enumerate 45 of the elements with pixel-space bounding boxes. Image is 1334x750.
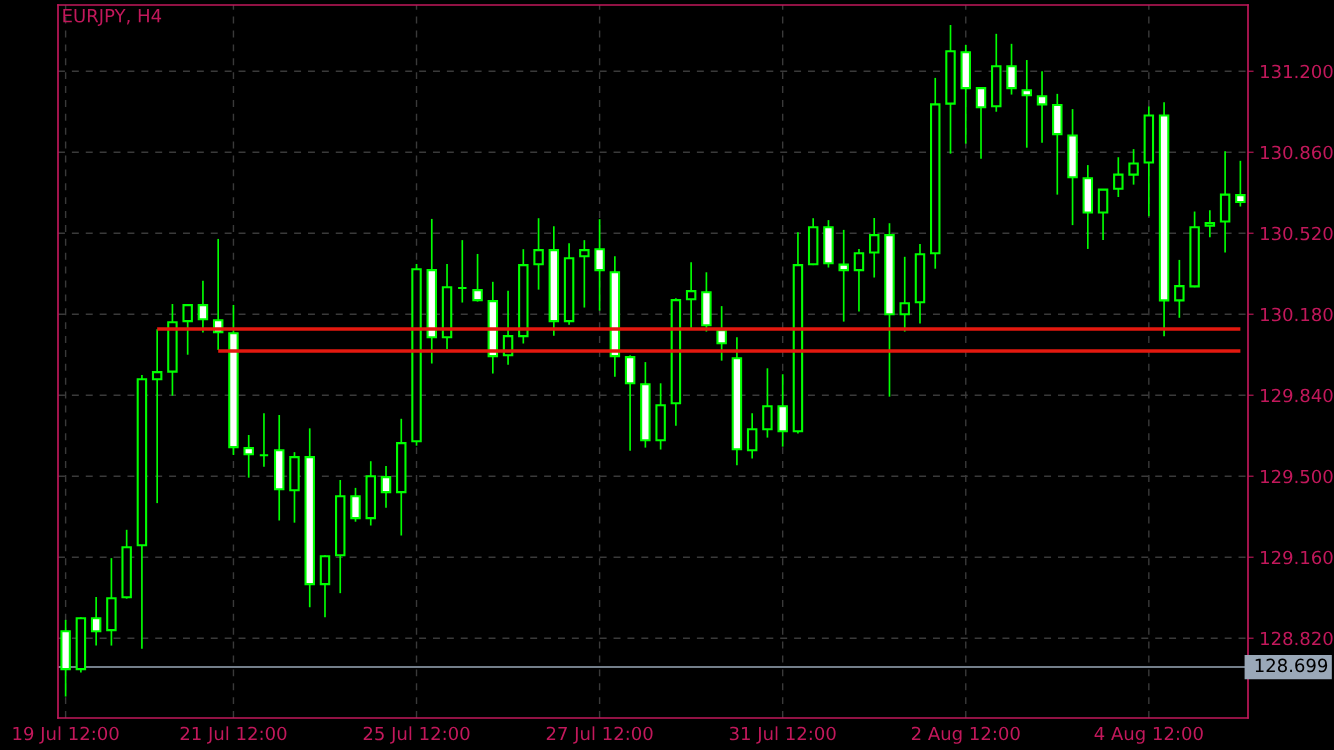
candlestick [1006, 42, 1017, 96]
candlestick [533, 217, 544, 291]
candlestick [1113, 156, 1124, 198]
y-tick-label: 129.500 [1261, 469, 1333, 484]
x-tick-label: 21 Jul 12:00 [180, 726, 287, 744]
candlestick [746, 412, 758, 460]
candlestick [472, 253, 483, 303]
candlestick [1097, 188, 1109, 241]
candlestick [182, 304, 193, 356]
y-tick-label: 130.520 [1261, 226, 1333, 241]
y-tick-label: 129.840 [1261, 388, 1333, 403]
x-tick-label: 25 Jul 12:00 [363, 726, 470, 744]
y-tick-label: 129.160 [1261, 550, 1333, 565]
y-tick-label: 130.180 [1261, 307, 1333, 322]
y-tick-label: 130.860 [1261, 145, 1333, 160]
y-tick-label: 131.200 [1261, 64, 1333, 79]
candlestick [1021, 59, 1033, 149]
candlestick [1204, 209, 1216, 239]
x-tick-label: 19 Jul 12:00 [13, 726, 119, 744]
candlestick [594, 218, 605, 312]
candlestick [868, 217, 880, 279]
candlestick [380, 465, 392, 509]
candlestick [899, 255, 910, 333]
candlestick [1235, 159, 1246, 208]
candlestick [350, 487, 361, 523]
candlestick [1036, 70, 1048, 144]
candlestick [716, 305, 727, 362]
candlestick [151, 328, 163, 504]
x-tick-label: 2 Aug 12:00 [911, 726, 1020, 744]
chart-title: EURJPY, H4 [63, 9, 162, 26]
candlestick [1174, 259, 1185, 319]
ref-line-label: 128.699 [1255, 658, 1328, 673]
candlestick [838, 229, 849, 323]
candlestick [579, 239, 590, 309]
candlestick [762, 367, 773, 439]
candlestick [1128, 148, 1139, 186]
candlestick [243, 434, 254, 479]
candlestick [90, 596, 102, 647]
x-tick-label: 27 Jul 12:00 [546, 726, 653, 744]
x-tick-label: 4 Aug 12:00 [1094, 726, 1203, 744]
x-tick-label: 31 Jul 12:00 [729, 726, 836, 744]
candlestick [197, 280, 209, 334]
y-tick-label: 128.820 [1261, 631, 1333, 646]
candlestick [975, 86, 987, 160]
candlestick [853, 248, 865, 313]
